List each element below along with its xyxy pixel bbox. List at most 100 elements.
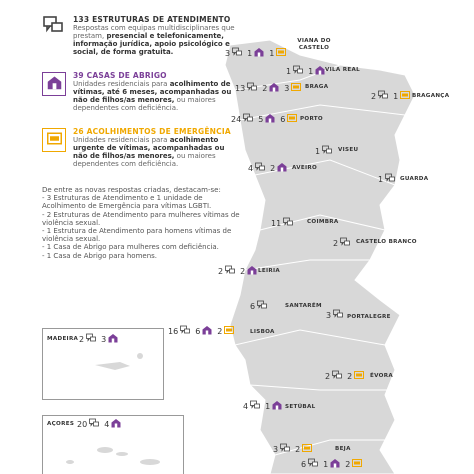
count: 2 [217, 326, 223, 336]
count: 2 [240, 266, 246, 276]
legend-title: 133 ESTRUTURAS DE ATENDIMENTO [73, 15, 231, 24]
district-counts: 6 1 2 [298, 458, 363, 470]
district-counts: 2 [330, 237, 350, 249]
description-part: Respostas com equipas multidisciplinares… [73, 24, 235, 40]
district-label: BEJA [335, 446, 351, 452]
count: 3 [326, 310, 332, 320]
note-item: - 2 Estruturas de Atendimento para mulhe… [42, 210, 240, 227]
atendimento-icon [250, 400, 260, 412]
atendimento-icon [378, 90, 388, 102]
note-item: - 3 Estruturas de Atendimento e 1 unidad… [42, 194, 212, 211]
district-label: SETÚBAL [285, 404, 316, 410]
atendimento-icon [332, 370, 342, 382]
description-part: acolhimento de vítimas, até 6 meses, aco… [73, 80, 232, 104]
description-part: ou maiores dependentes com deficiência. [73, 96, 216, 112]
district-label: PORTO [300, 116, 323, 122]
atendimento-icon [86, 333, 96, 345]
note: De entre as novas respostas criadas, des… [42, 186, 242, 260]
district-label: VILA REAL [325, 67, 360, 73]
district-borders [234, 64, 406, 456]
atendimento-icon [43, 15, 63, 39]
district-label: CASTELO BRANCO [356, 239, 417, 245]
note-item: - 1 Casa de Abrigo para mulheres com def… [42, 243, 219, 252]
count: 2 [218, 266, 224, 276]
casa-icon [272, 400, 282, 412]
madeira-box [42, 328, 164, 400]
district-label: ÉVORA [370, 373, 393, 379]
atendimento-icon [247, 82, 258, 94]
casa-icon [277, 162, 287, 174]
count: 3 [225, 48, 231, 58]
count: 1 [247, 48, 253, 58]
district-label: LEIRIA [258, 268, 280, 274]
count: 2 [262, 83, 268, 93]
atendimento-icon [308, 458, 318, 470]
atendimento-icon [333, 309, 343, 321]
count: 3 [273, 444, 279, 454]
count: 3 [101, 334, 107, 344]
legend-title: 26 ACOLHIMENTOS DE EMERGÊNCIA [73, 127, 231, 136]
atendimento-icon [283, 217, 294, 229]
count: 1 [265, 401, 271, 411]
count: 4 [243, 401, 249, 411]
madeira-islands [95, 353, 143, 370]
district-label: PORTALEGRE [347, 314, 391, 320]
district-label: SANTARÉM [285, 303, 322, 309]
atendimento-icon [232, 47, 242, 59]
note-intro: De entre as novas respostas criadas, des… [42, 186, 221, 194]
count: 1 [378, 174, 384, 184]
acores-islands [66, 447, 160, 465]
casa-icon [254, 47, 264, 59]
emergencia-icon [400, 90, 411, 102]
district-counts: 1 [375, 173, 395, 185]
legend-description: Unidades residenciais para acolhimento u… [73, 136, 238, 168]
district-label: VISEU [338, 147, 359, 153]
casa-icon [269, 82, 279, 94]
district-counts: 16 6 2 [165, 325, 235, 337]
emergencia-icon [46, 131, 62, 150]
district-label: MADEIRA [47, 336, 79, 342]
casa-icon [111, 418, 121, 430]
casa-icon [247, 265, 257, 277]
atendimento-icon [280, 443, 290, 455]
district-label: COIMBRA [307, 219, 339, 225]
count: 2 [295, 444, 301, 454]
atendimento-icon [243, 113, 254, 125]
description-part: Unidades residenciais para [73, 136, 170, 144]
count: 24 [231, 114, 242, 124]
count: 11 [271, 218, 282, 228]
casa-icon [202, 325, 212, 337]
legend-icon-box [42, 72, 66, 96]
count: 6 [280, 114, 286, 124]
atendimento-icon [180, 325, 191, 337]
count: 13 [235, 83, 246, 93]
district-label: BRAGA [305, 84, 329, 90]
district-label: LISBOA [250, 329, 275, 335]
mainland-shape [224, 39, 416, 474]
count: 2 [371, 91, 377, 101]
atendimento-icon [225, 265, 235, 277]
count: 1 [315, 146, 321, 156]
count: 16 [168, 326, 179, 336]
emergencia-icon [354, 370, 365, 382]
district-counts: 3 1 1 [222, 47, 287, 59]
atendimento-icon [385, 173, 395, 185]
count: 6 [301, 459, 307, 469]
legend-icon-box [42, 128, 66, 152]
district-label: BRAGANÇA [412, 93, 450, 99]
district-counts: 13 2 3 [232, 82, 302, 94]
casa-icon [108, 333, 118, 345]
atendimento-icon [89, 418, 100, 430]
description-part: acolhimento urgente de vítimas, acompanh… [73, 136, 225, 160]
district-label: GUARDA [400, 176, 429, 182]
count: 1 [323, 459, 329, 469]
district-label: VIANA DO CASTELO [297, 38, 331, 51]
district-counts: 24 5 6 [228, 113, 298, 125]
district-counts: 1 [312, 145, 332, 157]
